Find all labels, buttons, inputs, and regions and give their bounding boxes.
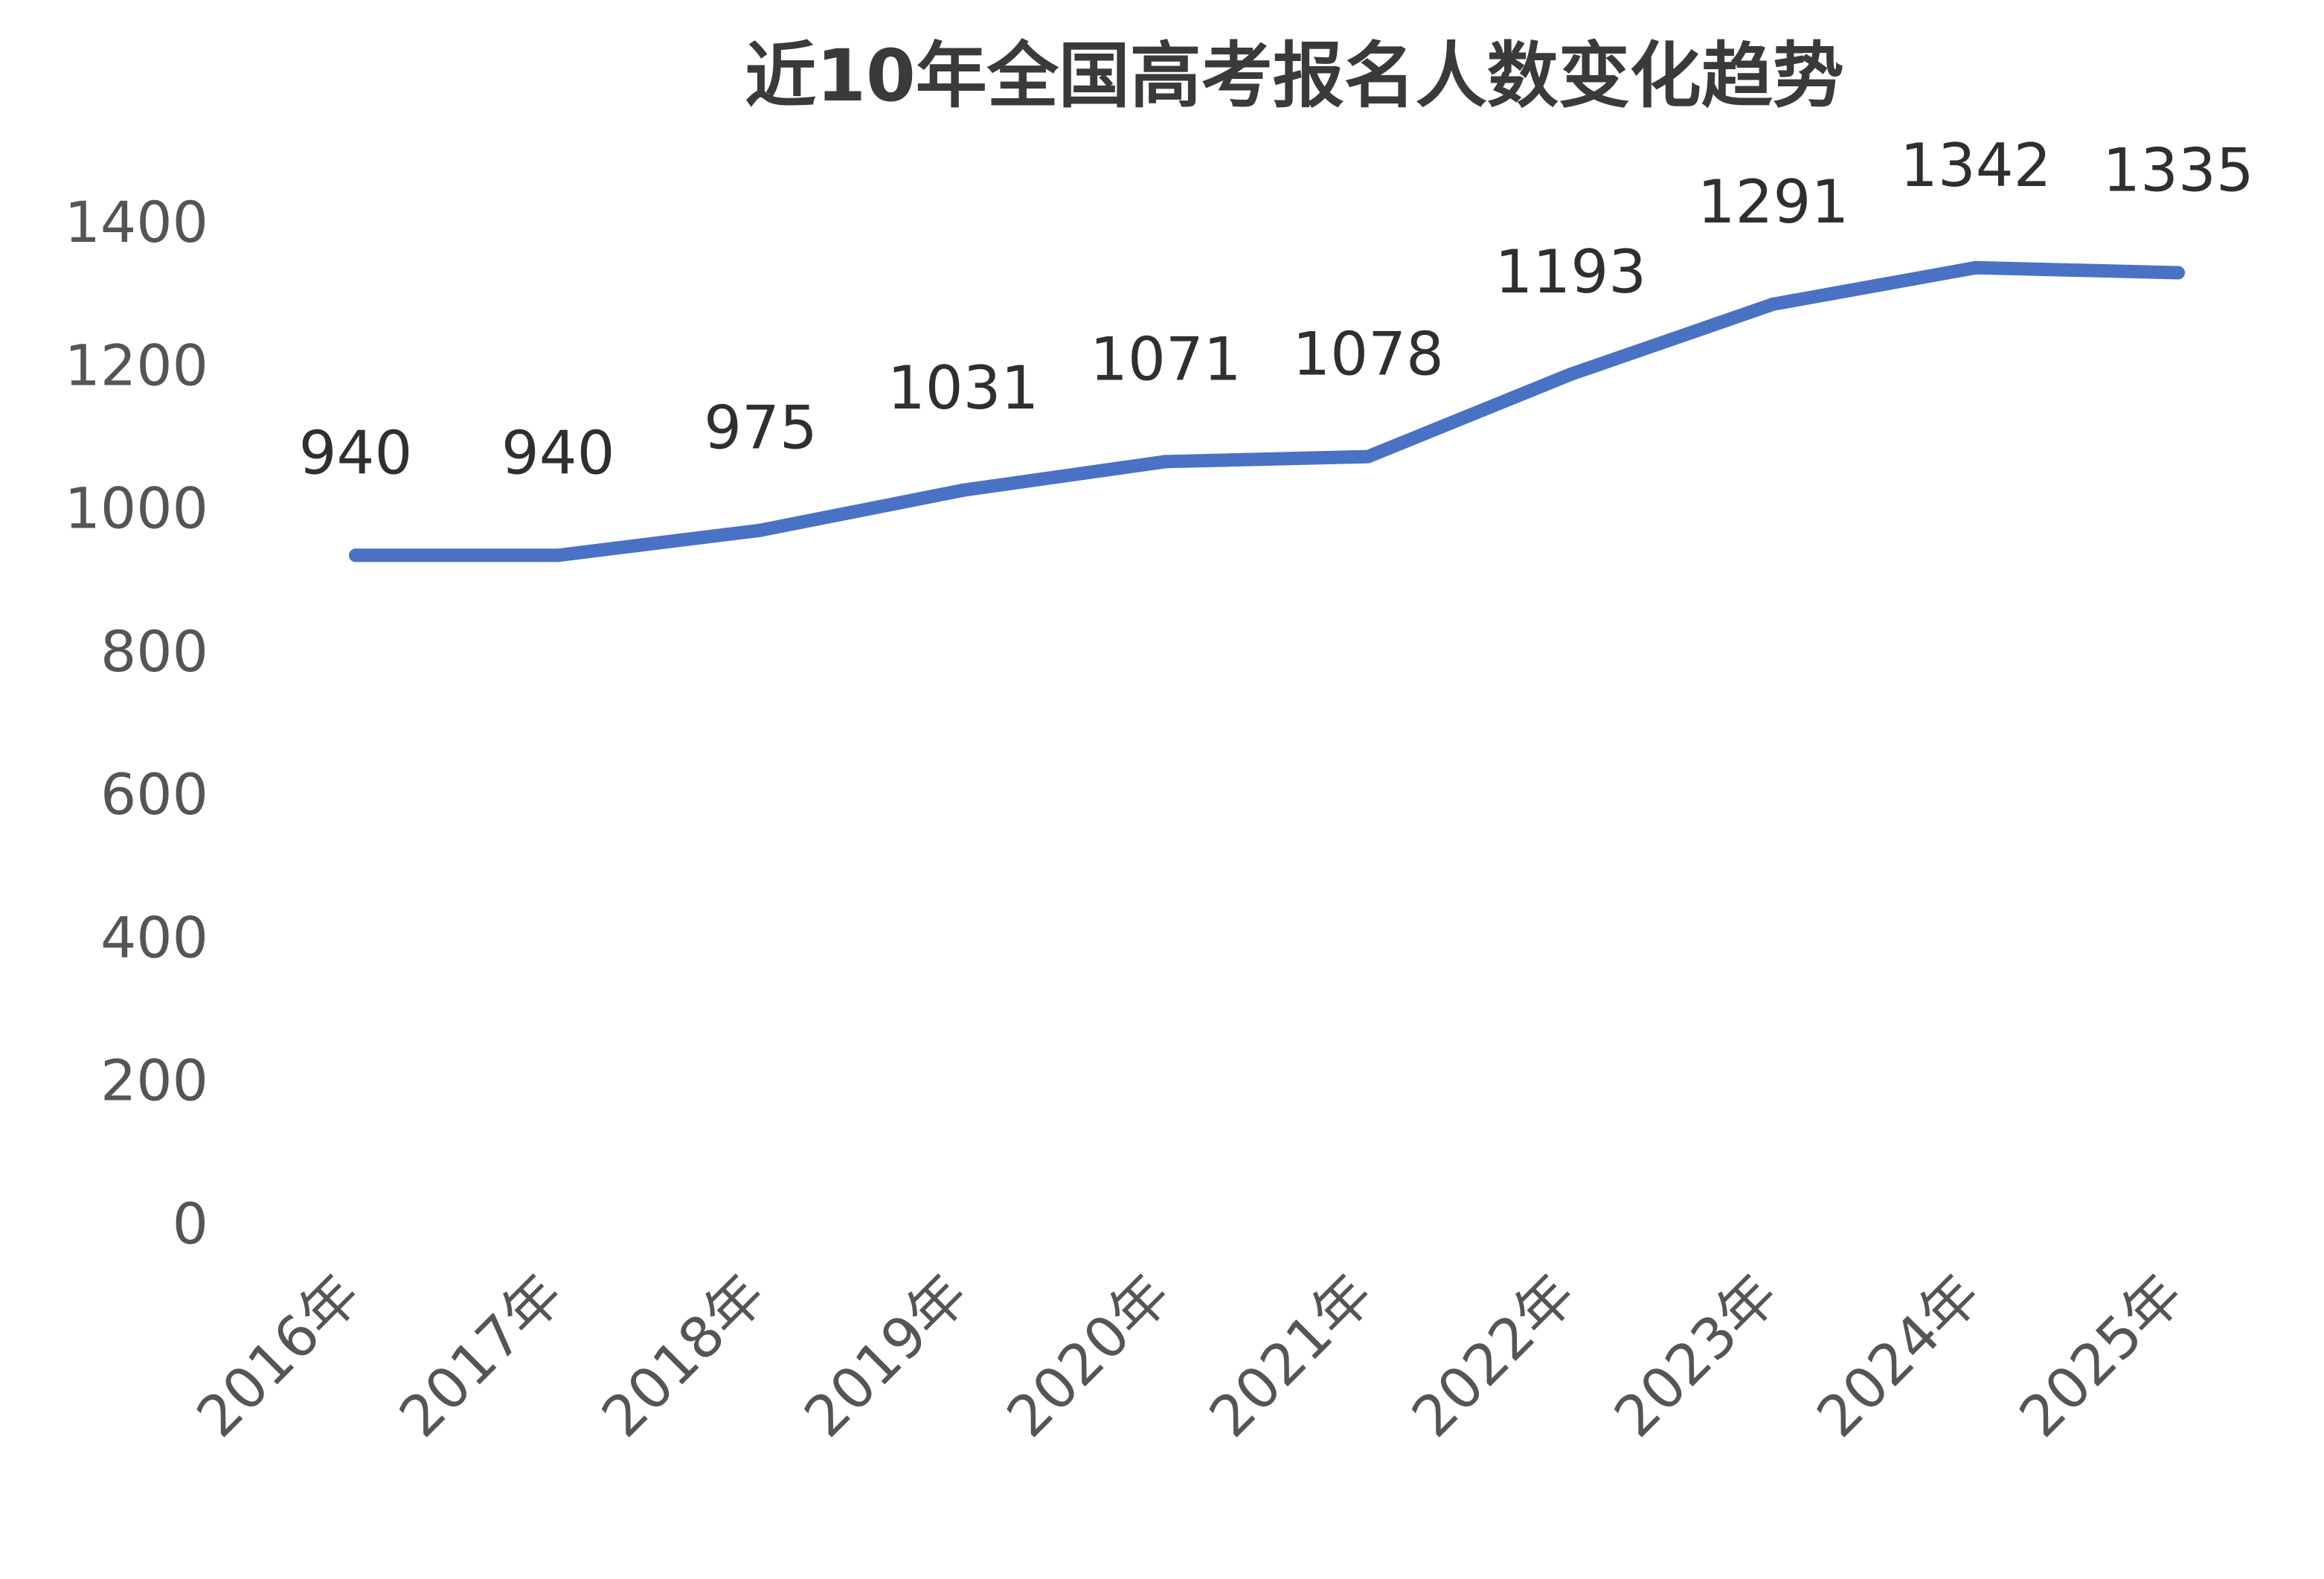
y-tick-label: 600	[100, 761, 208, 827]
x-tick-label: 2017年	[387, 1261, 575, 1450]
data-point	[2171, 266, 2185, 280]
y-tick-label: 1400	[65, 189, 208, 255]
x-tick-label: 2016年	[184, 1261, 372, 1450]
data-label: 940	[299, 418, 413, 487]
x-tick-label: 2023年	[1602, 1261, 1790, 1450]
data-point	[1158, 455, 1172, 469]
chart-title: 近10年全国高考报名人数变化趋势	[745, 34, 1844, 118]
y-tick-label: 1200	[65, 332, 208, 398]
x-tick-label: 2025年	[2006, 1261, 2195, 1450]
data-label: 1193	[1495, 237, 1647, 307]
y-tick-label: 400	[100, 904, 208, 970]
series-line	[349, 260, 2185, 563]
data-point	[1766, 297, 1780, 311]
data-label: 1291	[1698, 167, 1849, 237]
x-axis: 2016年 2017年 2018年 2019年 2020年 2021年 2022年 2023年…	[184, 1261, 2195, 1450]
data-label: 975	[704, 394, 818, 463]
y-tick-label: 200	[100, 1048, 208, 1114]
x-tick-label: 2024年	[1804, 1261, 1992, 1450]
data-label: 1342	[1900, 131, 2052, 200]
y-tick-label: 0	[173, 1191, 208, 1257]
x-tick-label: 2019年	[792, 1261, 980, 1450]
data-label: 1031	[887, 353, 1039, 423]
y-tick-label: 800	[100, 618, 208, 685]
data-label: 1078	[1292, 320, 1444, 389]
data-point	[956, 483, 970, 497]
data-label: 1071	[1090, 324, 1242, 394]
x-tick-label: 2022年	[1399, 1261, 1588, 1450]
y-tick-label: 1000	[65, 475, 208, 542]
data-point	[1968, 260, 1983, 275]
data-label: 1335	[2102, 135, 2254, 205]
data-point	[1564, 368, 1578, 382]
data-point	[1361, 449, 1376, 464]
data-label: 940	[501, 418, 615, 487]
x-tick-label: 2020年	[994, 1261, 1182, 1450]
data-point	[551, 548, 565, 563]
series-group	[349, 260, 2185, 563]
data-labels: 940 940 975 1031 1071 1078 1193 1291 1342 1335	[299, 131, 2254, 487]
data-point	[349, 548, 362, 563]
y-axis: 0 200 400 600 800 1000 1200 1400	[65, 189, 208, 1257]
x-tick-label: 2018年	[589, 1261, 777, 1450]
data-point	[754, 523, 768, 537]
x-tick-label: 2021年	[1196, 1261, 1384, 1450]
